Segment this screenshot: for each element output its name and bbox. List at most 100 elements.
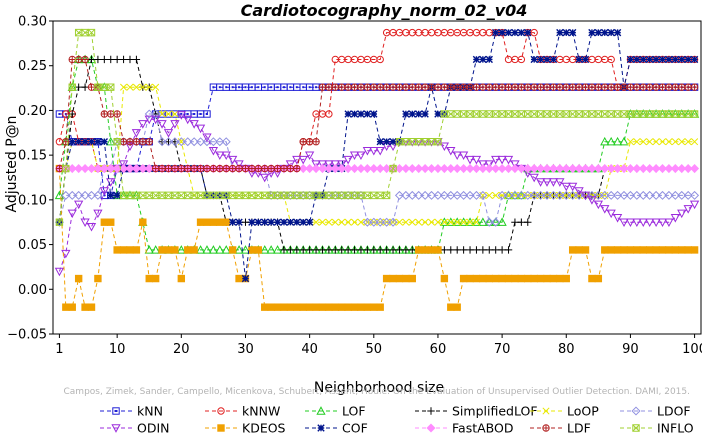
point-fastabod — [131, 164, 141, 174]
point-odin — [170, 120, 180, 129]
point-cof — [107, 191, 115, 200]
series-kdeos — [55, 164, 699, 311]
point-lof — [202, 245, 212, 254]
point-fastabod — [433, 164, 443, 174]
point-kdeos — [357, 303, 365, 311]
point-kdeos — [479, 274, 487, 283]
point-odin — [61, 249, 71, 259]
point-cof — [568, 28, 577, 37]
point-ldof — [343, 190, 353, 200]
point-cof — [607, 28, 615, 37]
point-loop — [460, 218, 468, 226]
point-kdeos — [434, 246, 442, 254]
point-simplifiedlof — [363, 246, 372, 254]
point-kdeos — [556, 274, 564, 283]
series-line-knn — [59, 86, 695, 196]
point-fastabod — [574, 164, 584, 174]
point-odin — [234, 160, 244, 169]
point-ldf — [267, 164, 275, 173]
point-fastabod — [651, 164, 661, 174]
point-loop — [408, 218, 416, 226]
point-fastabod — [561, 164, 571, 174]
legend-item-cof: COF — [305, 421, 368, 434]
point-ldof — [330, 190, 340, 200]
point-odin — [151, 115, 161, 125]
point-simplifiedlof — [318, 246, 327, 254]
point-ldf — [338, 83, 346, 91]
point-cof — [344, 110, 352, 118]
point-ldf — [491, 83, 500, 91]
point-loop — [485, 191, 493, 199]
point-ldof — [561, 190, 571, 200]
point-ldof — [170, 137, 180, 147]
point-simplifiedlof — [459, 246, 468, 254]
point-ldf — [562, 83, 570, 91]
point-odin — [683, 205, 693, 214]
point-fastabod — [657, 164, 668, 174]
point-fastabod — [683, 164, 693, 174]
point-odin — [311, 160, 321, 169]
point-odin — [452, 151, 462, 160]
point-loop — [145, 83, 153, 91]
point-cof — [479, 55, 487, 64]
point-knnw — [530, 28, 538, 37]
point-kdeos — [581, 246, 590, 254]
point-cof — [415, 110, 423, 118]
point-kdeos — [626, 246, 635, 254]
point-kdeos — [312, 303, 320, 311]
point-cof — [504, 28, 513, 37]
legend-item-knnw: kNNW — [205, 404, 280, 419]
point-ldf — [357, 83, 365, 91]
point-odin — [93, 209, 103, 219]
point-cof — [280, 218, 288, 226]
point-loop — [171, 110, 179, 118]
legend-marker-odin — [111, 424, 121, 433]
point-ldof — [625, 190, 635, 200]
point-lof — [151, 245, 161, 254]
point-odin — [587, 196, 597, 205]
point-ldf — [645, 83, 654, 91]
point-lof — [176, 245, 186, 254]
point-lof — [497, 217, 507, 226]
point-odin — [638, 218, 648, 228]
point-odin — [439, 142, 450, 152]
point-loop — [658, 138, 667, 146]
point-ldf — [601, 83, 609, 91]
plot-area — [54, 28, 700, 311]
point-ldof — [683, 190, 693, 200]
point-cof — [633, 55, 641, 64]
y-axis-title: Adjusted P@n — [4, 115, 20, 212]
y-tick-label: 0.10 — [18, 193, 47, 208]
point-ldof — [324, 190, 334, 200]
point-fastabod — [600, 164, 610, 174]
point-fastabod — [523, 164, 533, 174]
point-fastabod — [369, 164, 379, 174]
point-fastabod — [690, 164, 700, 174]
point-fastabod — [446, 164, 456, 174]
point-cof — [235, 218, 243, 226]
point-kdeos — [184, 246, 192, 254]
point-fastabod — [407, 164, 417, 174]
point-ldf — [100, 110, 109, 118]
point-ldf — [107, 110, 115, 118]
point-ldf — [87, 83, 96, 91]
point-loop — [665, 138, 673, 146]
point-ldf — [55, 164, 64, 173]
point-odin — [195, 124, 206, 134]
point-kdeos — [203, 218, 211, 226]
point-ldf — [235, 164, 243, 173]
legend-label-loop: LoOP — [567, 404, 599, 419]
point-simplifiedlof — [382, 246, 391, 254]
point-ldof — [497, 190, 507, 200]
series-line-kdeos — [58, 168, 695, 308]
point-fastabod — [106, 164, 116, 174]
point-simplifiedlof — [453, 246, 461, 254]
point-loop — [492, 191, 500, 199]
legend: kNN kNNW LOF SimplifiedLOF LoOP LDOF ODIN KDEOS… — [100, 404, 694, 434]
point-ldof — [510, 190, 520, 200]
point-simplifiedlof — [107, 55, 115, 64]
point-loop — [132, 83, 140, 91]
point-ldf — [171, 164, 179, 173]
legend-marker-knn — [112, 407, 120, 415]
point-odin — [343, 155, 353, 165]
